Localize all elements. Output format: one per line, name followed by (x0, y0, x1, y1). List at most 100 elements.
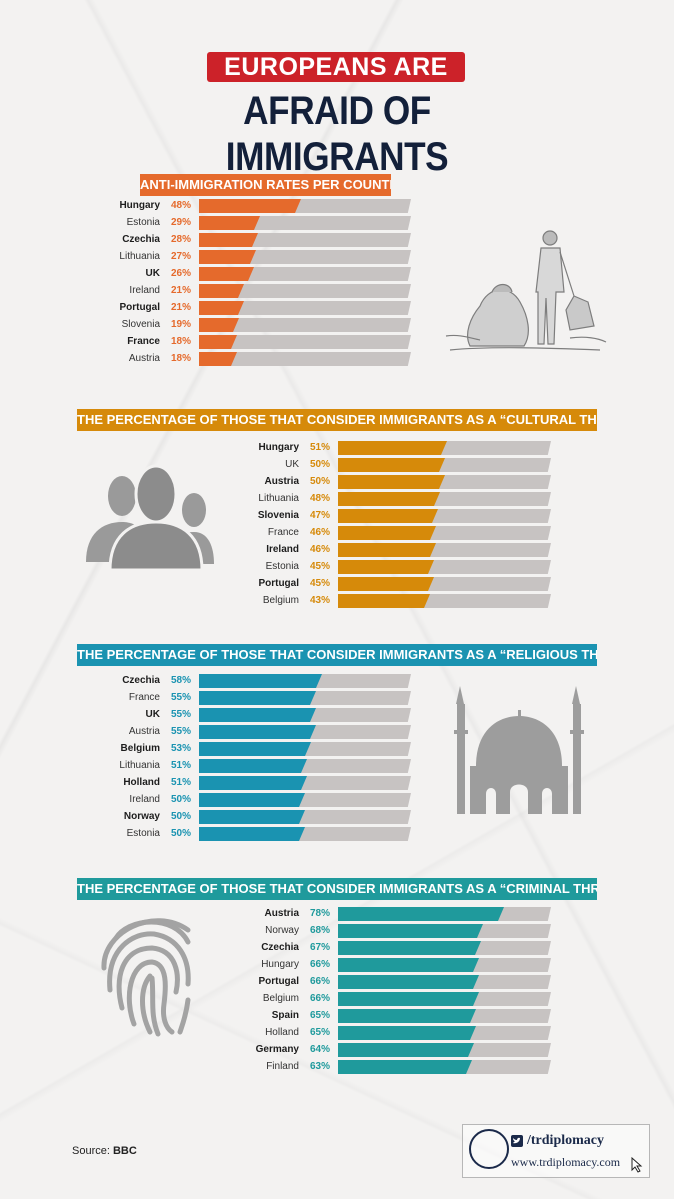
chart-2-bar-track (338, 577, 551, 591)
chart-1-category-label: Slovenia (121, 319, 160, 330)
chart-2-bar (338, 509, 438, 523)
chart-2-value-label: 46% (310, 544, 331, 555)
chart-1-category-label: Hungary (119, 200, 160, 211)
chart-2-bar-track (338, 441, 551, 455)
chart-4-bar-track (338, 941, 551, 955)
chart-1-value-label: 29% (171, 217, 192, 228)
twitter-icon[interactable] (511, 1135, 523, 1147)
chart-4-bar (338, 975, 479, 989)
mosque-icon (454, 686, 584, 814)
chart-1-bar-track (199, 352, 411, 366)
chart-3-bar-track (199, 776, 411, 790)
chart-2-value-label: 50% (310, 459, 331, 470)
chart-1-value-label: 18% (171, 336, 192, 347)
chart-3-value-label: 55% (171, 692, 192, 703)
chart-4-bar (338, 941, 481, 955)
chart-3-bar (199, 725, 316, 739)
chart-1-value-label: 26% (171, 268, 192, 279)
brand-handle[interactable]: /trdiplomacy (527, 1133, 604, 1148)
chart-3-category-label: Czechia (122, 675, 160, 686)
chart-1-bar-track (199, 233, 411, 247)
chart-3-bar-track (199, 793, 411, 807)
chart-1-category-label: UK (145, 268, 160, 279)
chart-3-category-label: Austria (128, 726, 160, 737)
chart-3-bar (199, 810, 305, 824)
chart-3-bar-track (199, 691, 411, 705)
chart-2-category-label: France (267, 527, 299, 538)
chart-4-category-label: Germany (255, 1044, 299, 1055)
chart-3-bar-track (199, 810, 411, 824)
chart-2-bar (338, 594, 430, 608)
chart-3-value-label: 50% (171, 794, 192, 805)
chart-1-value-label: 28% (171, 234, 192, 245)
chart-4-value-label: 65% (310, 1010, 331, 1021)
chart-4-category-label: Spain (271, 1010, 299, 1021)
chart-4-value-label: 66% (310, 993, 331, 1004)
chart-3-value-label: 55% (171, 709, 192, 720)
brand-box[interactable]: /trdiplomacy www.trdiplomacy.com (462, 1124, 650, 1178)
chart-1-bar (199, 301, 244, 315)
chart-2-bar (338, 458, 445, 472)
brand-url[interactable]: www.trdiplomacy.com (511, 1155, 621, 1169)
chart-2-category-label: Ireland (266, 544, 299, 555)
chart-2-category-label: Belgium (262, 595, 299, 606)
chart-1-bar (199, 284, 244, 298)
chart-3-bar-track (199, 742, 411, 756)
chart-2-bar-track (338, 543, 551, 557)
chart-4-bar-track (338, 975, 551, 989)
chart-1-bar (199, 352, 237, 366)
chart-4-category-label: Belgium (262, 993, 299, 1004)
chart-4-category-label: Austria (264, 908, 299, 919)
chart-1-category-label: Czechia (122, 234, 160, 245)
source-value: BBC (112, 1145, 137, 1157)
chart-2-value-label: 45% (310, 578, 331, 589)
chart-1-category-label: Austria (128, 353, 160, 364)
chart-2-bar-track (338, 492, 551, 506)
chart-1-bar (199, 335, 237, 349)
chart-1-bar-track (199, 301, 411, 315)
chart-3-category-label: Belgium (120, 743, 160, 754)
chart-2-bar (338, 543, 436, 557)
chart-3-category-label: Norway (123, 811, 160, 822)
chart-3-category-label: Estonia (126, 828, 160, 839)
chart-3-value-label: 50% (171, 811, 192, 822)
chart-4-category-label: Portugal (258, 976, 299, 987)
chart-3-bar (199, 742, 311, 756)
chart-3-title: THE PERCENTAGE OF THOSE THAT CONSIDER IM… (77, 644, 597, 666)
chart-4-bar-track (338, 907, 551, 921)
chart-1-value-label: 21% (171, 285, 192, 296)
chart-1-value-label: 19% (171, 319, 192, 330)
chart-3-category-label: Holland (123, 777, 160, 788)
chart-4-bar (338, 1043, 474, 1057)
chart-2-value-label: 48% (310, 493, 331, 504)
chart-1-bar-track (199, 318, 411, 332)
chart-1-category-label: Portugal (119, 302, 160, 313)
chart-4-bar-track (338, 924, 551, 938)
chart-1-value-label: 18% (171, 353, 192, 364)
refugees-sketch-icon (445, 230, 607, 351)
chart-1-bar-track (199, 267, 411, 281)
chart-2-value-label: 47% (310, 510, 331, 521)
source-note: Source: BBC (72, 1145, 137, 1157)
chart-4-value-label: 63% (310, 1061, 331, 1072)
chart-2-bar-track (338, 509, 551, 523)
chart-1-bar (199, 199, 301, 213)
chart-2-bar-track (338, 560, 551, 574)
chart-4-value-label: 64% (310, 1044, 331, 1055)
chart-3-bar-track (199, 674, 411, 688)
chart-3-value-label: 51% (171, 760, 192, 771)
chart-2-bar-track (338, 458, 551, 472)
chart-4-bar-track (338, 1009, 551, 1023)
chart-4-bar-track (338, 1026, 551, 1040)
chart-2-value-label: 45% (310, 561, 331, 572)
source-label: Source: (72, 1145, 110, 1157)
chart-1-bar-track (199, 284, 411, 298)
chart-3-value-label: 53% (171, 743, 192, 754)
chart-2-title: THE PERCENTAGE OF THOSE THAT CONSIDER IM… (77, 409, 597, 431)
chart-1-bar (199, 233, 258, 247)
chart-3-bar (199, 793, 305, 807)
chart-2-category-label: Estonia (265, 561, 299, 572)
chart-2-bar (338, 560, 434, 574)
chart-4-category-label: Czechia (261, 942, 299, 953)
chart-2-category-label: Slovenia (257, 510, 299, 521)
